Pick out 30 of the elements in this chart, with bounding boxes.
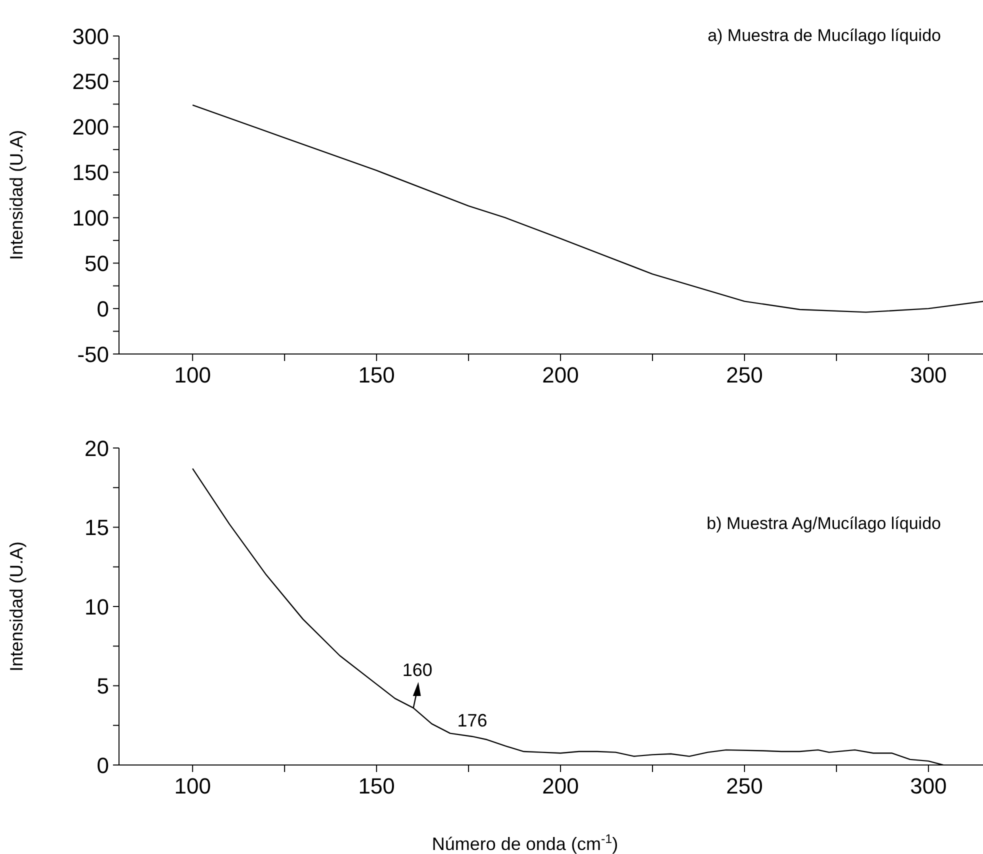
x-tick-label: 250 <box>726 774 763 799</box>
y-tick-label: 150 <box>72 160 109 186</box>
y-tick-label: 300 <box>72 24 109 49</box>
y-tick-label: 0 <box>96 296 109 322</box>
y-tick-label: 0 <box>96 752 109 778</box>
x-tick-label: 200 <box>542 774 579 799</box>
annotation: 176 <box>457 710 488 730</box>
annotation: b) Muestra Ag/Mucílago líquido <box>706 514 941 534</box>
x-tick-label: 150 <box>358 774 395 799</box>
y-tick-label: 10 <box>84 594 109 620</box>
y-tick-label: 200 <box>72 114 109 140</box>
x-tick-label: 200 <box>542 362 579 388</box>
x-tick-label: 100 <box>174 362 211 388</box>
annotation: a) Muestra de Mucílago líquido <box>708 26 941 46</box>
y-axis-title: Intensidad (U.A) <box>6 130 26 260</box>
y-tick-label: 100 <box>72 206 109 231</box>
y-tick-label: -50 <box>77 342 109 367</box>
x-tick-label: 150 <box>358 362 395 388</box>
x-axis-title: Número de onda (cm$^{-1}$) <box>432 832 618 854</box>
x-tick-label: 300 <box>910 362 947 388</box>
y-tick-label: 20 <box>84 436 109 461</box>
y-tick-label: 250 <box>72 69 109 94</box>
y-tick-label: 50 <box>84 250 109 276</box>
y-tick-label: 15 <box>84 515 109 540</box>
y-axis-title: Intensidad (U.A) <box>6 541 26 672</box>
x-tick-label: 100 <box>174 774 211 799</box>
y-tick-label: 5 <box>96 674 109 699</box>
annotation: 160 <box>402 660 432 680</box>
x-tick-label: 250 <box>726 362 763 388</box>
x-tick-label: 300 <box>910 774 947 799</box>
